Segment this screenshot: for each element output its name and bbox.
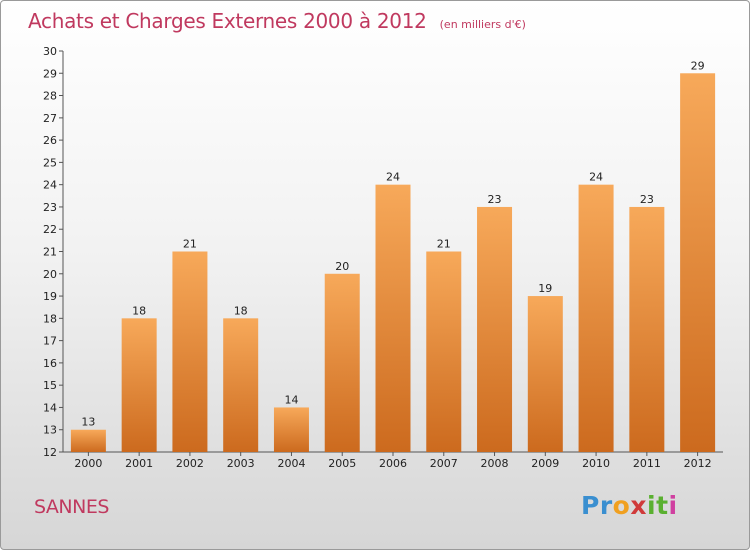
bar-2000 — [70, 429, 106, 452]
x-tick-label-2002: 2002 — [176, 457, 204, 470]
y-tick-label: 26 — [43, 134, 57, 147]
value-label-2002: 21 — [183, 238, 197, 251]
bar-2003 — [223, 318, 259, 452]
value-label-2007: 21 — [437, 238, 451, 251]
x-tick-label-2003: 2003 — [227, 457, 255, 470]
bar-2011 — [629, 206, 665, 452]
city-name: SANNES — [34, 496, 109, 518]
chart-title: Achats et Charges Externes 2000 à 2012 — [28, 9, 427, 33]
y-tick-label: 21 — [43, 246, 57, 259]
value-label-2009: 19 — [538, 282, 552, 295]
x-tick-label-2009: 2009 — [531, 457, 559, 470]
x-tick-label-2006: 2006 — [379, 457, 407, 470]
logo-letter: i — [647, 491, 657, 520]
chart-unit: (en milliers d'€) — [439, 18, 526, 31]
bar-2005 — [324, 273, 360, 452]
bar-2001 — [121, 318, 157, 452]
y-tick-label: 30 — [43, 45, 57, 58]
bar-2008 — [477, 206, 513, 452]
value-label-2003: 18 — [234, 304, 248, 317]
bar-2007 — [426, 251, 462, 452]
logo-letter: t — [656, 491, 669, 520]
bar-2012 — [680, 73, 716, 453]
value-label-2001: 18 — [132, 304, 146, 317]
y-tick-label: 28 — [43, 90, 57, 103]
chart-axes: 12 13 14 15 16 17 18 19 20 21 22 23 24 25 26 27 28 29 30 — [43, 45, 723, 459]
value-label-2004: 14 — [284, 393, 298, 406]
x-tick-label-2004: 2004 — [277, 457, 305, 470]
y-tick-label: 13 — [43, 424, 57, 437]
logo-letter: x — [630, 491, 647, 520]
y-tick-label: 16 — [43, 357, 57, 370]
logo-letter: r — [599, 491, 613, 520]
value-label-2012: 29 — [691, 59, 705, 72]
logo-letter: o — [612, 491, 631, 520]
logo-letter: i — [668, 491, 678, 520]
value-label-2005: 20 — [335, 260, 349, 273]
value-label-2008: 23 — [488, 193, 502, 206]
value-label-2010: 24 — [589, 171, 603, 184]
proxiti-logo: Proxiti — [581, 491, 678, 520]
value-label-2000: 13 — [81, 416, 95, 429]
x-tick-label-2001: 2001 — [125, 457, 153, 470]
y-tick-label: 23 — [43, 201, 57, 214]
x-tick-label-2012: 2012 — [684, 457, 712, 470]
logo-letter: P — [581, 491, 600, 520]
x-tick-label-2000: 2000 — [74, 457, 102, 470]
value-label-2011: 23 — [640, 193, 654, 206]
y-tick-label: 24 — [43, 179, 57, 192]
chart-title-block: Achats et Charges Externes 2000 à 2012 (… — [28, 9, 526, 33]
bar-2006 — [375, 184, 411, 452]
y-tick-label: 19 — [43, 290, 57, 303]
y-tick-label: 18 — [43, 312, 57, 325]
y-tick-label: 29 — [43, 67, 57, 80]
bar-2010 — [578, 184, 614, 452]
y-tick-label: 17 — [43, 335, 57, 348]
y-tick-label: 12 — [43, 446, 57, 459]
x-tick-label-2007: 2007 — [430, 457, 458, 470]
x-tick-label-2011: 2011 — [633, 457, 661, 470]
y-tick-label: 27 — [43, 112, 57, 125]
chart-labels: 13 2000 18 2001 21 2002 18 2003 14 2004 20 2005 24 20… — [74, 59, 711, 470]
x-tick-label-2005: 2005 — [328, 457, 356, 470]
bar-2009 — [527, 296, 563, 452]
x-tick-label-2008: 2008 — [481, 457, 509, 470]
y-tick-label: 25 — [43, 156, 57, 169]
bar-2002 — [172, 251, 208, 452]
y-tick-label: 14 — [43, 401, 57, 414]
bar-2004 — [273, 407, 309, 452]
y-tick-label: 20 — [43, 268, 57, 281]
x-tick-label-2010: 2010 — [582, 457, 610, 470]
chart-bars — [70, 73, 716, 453]
value-label-2006: 24 — [386, 171, 400, 184]
y-tick-label: 15 — [43, 379, 57, 392]
y-tick-label: 22 — [43, 223, 57, 236]
